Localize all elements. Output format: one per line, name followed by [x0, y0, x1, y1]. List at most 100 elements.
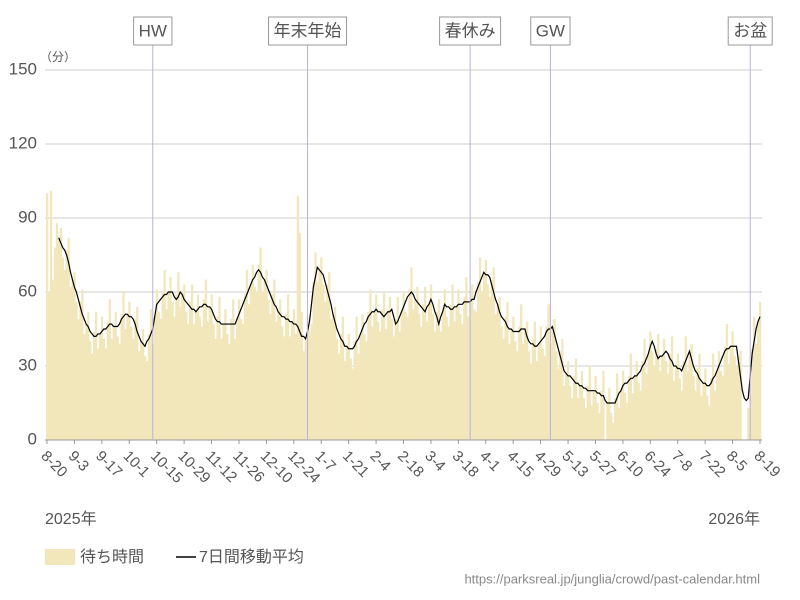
bar: [682, 361, 685, 440]
bar: [659, 370, 662, 440]
bar: [621, 370, 625, 440]
event-label: 年末年始: [274, 21, 342, 40]
bar: [218, 296, 221, 440]
bar: [245, 269, 249, 440]
bar: [729, 346, 732, 440]
bar: [312, 282, 315, 440]
bar: [555, 351, 558, 440]
bar: [427, 304, 431, 440]
bar: [715, 370, 719, 440]
bar: [308, 331, 311, 440]
bar: [112, 326, 115, 440]
bar: [629, 353, 632, 440]
bar: [727, 363, 730, 440]
y-tick-label: 90: [18, 207, 37, 226]
bar: [353, 341, 356, 440]
bar: [400, 311, 403, 440]
bar: [243, 294, 247, 440]
bar: [49, 190, 53, 440]
bar: [357, 353, 360, 440]
bar: [71, 279, 74, 440]
bar: [418, 314, 421, 440]
bar: [478, 257, 482, 440]
bar: [157, 311, 160, 440]
bar: [482, 272, 486, 440]
bar: [183, 284, 186, 440]
bar: [300, 311, 303, 440]
year-label: 2025年: [45, 510, 97, 528]
bar: [196, 294, 200, 440]
bar: [596, 403, 599, 440]
event-box: [268, 16, 348, 46]
bar: [506, 301, 509, 440]
bar: [582, 398, 585, 440]
bar: [208, 306, 211, 440]
bar: [281, 326, 284, 440]
bar: [328, 272, 331, 440]
bar: [759, 301, 762, 440]
bar: [206, 321, 209, 440]
bar: [128, 301, 131, 440]
bar: [286, 294, 290, 440]
bar: [161, 292, 164, 440]
bar: [185, 311, 188, 440]
bar: [273, 279, 276, 440]
x-tick-label: 4-1: [476, 448, 503, 475]
bar: [93, 331, 96, 440]
bar: [612, 422, 615, 440]
bar: [165, 309, 168, 440]
bar: [680, 390, 683, 440]
bar: [422, 304, 425, 440]
bar: [664, 361, 668, 440]
bar: [226, 333, 229, 440]
bar: [204, 279, 207, 440]
x-tick-label: 7-8: [668, 448, 695, 475]
x-tick-label: 4-15: [504, 448, 537, 481]
bar: [631, 393, 634, 440]
bar: [75, 301, 78, 440]
bar: [586, 385, 589, 440]
bar: [239, 319, 243, 440]
bar: [390, 319, 394, 440]
bar: [651, 351, 654, 440]
bar: [668, 353, 672, 440]
y-tick-label: 120: [9, 133, 37, 152]
bar: [77, 319, 80, 440]
bar: [339, 333, 343, 440]
bar: [373, 311, 376, 440]
bar: [537, 343, 540, 440]
bar: [114, 311, 117, 440]
bar: [110, 338, 113, 440]
bar: [653, 366, 656, 440]
bar: [619, 390, 623, 440]
bar: [471, 284, 474, 440]
bar: [696, 368, 699, 440]
bar: [424, 287, 427, 440]
bar: [345, 346, 348, 440]
bar: [713, 390, 717, 440]
bar: [377, 321, 380, 440]
bar: [431, 314, 435, 440]
bar: [194, 311, 198, 440]
bar: [236, 319, 239, 440]
bar: [108, 299, 111, 440]
bar: [189, 301, 192, 440]
bar: [187, 324, 190, 440]
bar: [371, 326, 374, 440]
bar: [406, 316, 409, 440]
bar: [98, 333, 102, 440]
bar: [63, 269, 66, 440]
bar: [232, 299, 235, 440]
bar: [694, 390, 697, 440]
bar: [263, 279, 266, 440]
bar: [498, 296, 501, 440]
bar: [290, 321, 294, 440]
bar: [324, 301, 327, 440]
bar: [261, 292, 264, 440]
bar: [706, 395, 709, 440]
bar: [731, 331, 734, 440]
bar: [551, 326, 554, 440]
bar: [379, 331, 382, 440]
bar: [253, 287, 256, 440]
